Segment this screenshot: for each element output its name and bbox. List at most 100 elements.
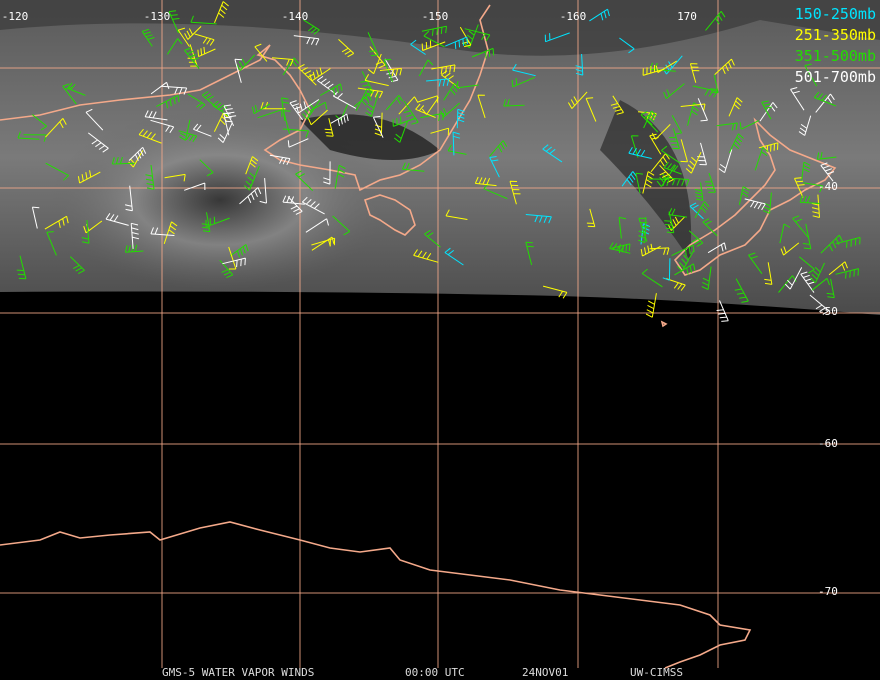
wind-barb (301, 196, 325, 215)
wind-barb (610, 95, 624, 115)
wind-barb (289, 100, 304, 121)
wind-barb (729, 133, 744, 153)
wind-barb (307, 109, 328, 126)
wind-barb (296, 99, 320, 114)
wind-barb (525, 241, 534, 266)
wind-barb (372, 115, 384, 138)
wind-barb (445, 209, 468, 220)
wind-barb (367, 32, 379, 57)
wind-barb (367, 53, 382, 75)
wind-barb (305, 218, 329, 233)
wind-barb (748, 252, 763, 274)
wind-barb (694, 201, 710, 218)
wind-barb (228, 246, 237, 270)
wind-barb (503, 99, 525, 107)
wind-barb (295, 170, 314, 191)
coastline (0, 4, 491, 192)
wind-barb (447, 144, 467, 155)
wind-barb (424, 229, 441, 248)
longitude-label: -130 (144, 10, 171, 23)
wind-barb (144, 110, 168, 121)
wind-barb (311, 237, 336, 247)
wind-barb (402, 162, 425, 172)
wind-barb (630, 135, 639, 158)
wind-barb (758, 142, 779, 153)
wind-barb (464, 28, 491, 42)
wind-barb (156, 94, 180, 109)
wind-barb (663, 161, 682, 175)
wind-barb (184, 47, 200, 69)
wind-barb (764, 262, 773, 285)
wind-barb (431, 64, 456, 75)
wind-barb (811, 194, 820, 218)
wind-barb (685, 151, 702, 174)
legend-entry: 251-350mb (795, 26, 876, 44)
wind-barb (81, 220, 90, 244)
wind-barb (245, 156, 259, 175)
wind-barb (150, 227, 175, 236)
wind-barb (544, 32, 570, 43)
wind-barb (219, 259, 234, 279)
wind-barb (332, 215, 351, 236)
longitude-label: -150 (422, 10, 449, 23)
wind-barb (619, 37, 635, 54)
wind-barb (704, 172, 716, 193)
wind-barb (430, 127, 450, 136)
wind-barb (804, 63, 818, 87)
wind-barb (297, 63, 317, 86)
wind-barb (640, 243, 661, 257)
wind-barb (472, 47, 495, 59)
wind-barb (801, 161, 811, 181)
wind-barb (179, 119, 191, 141)
wind-barb (779, 223, 791, 244)
wind-barb (259, 178, 267, 204)
wind-barb (640, 111, 659, 133)
wind-barb (586, 208, 596, 228)
wind-barb (444, 247, 464, 266)
wind-barb (87, 132, 109, 153)
wind-barb (642, 64, 665, 76)
wind-barb (671, 115, 683, 135)
wind-barb (650, 153, 670, 173)
wind-barb (251, 103, 271, 115)
wind-barb (635, 172, 643, 194)
wind-barb (194, 33, 215, 46)
longitude-label: -160 (560, 10, 587, 23)
wind-barb (105, 213, 129, 226)
wind-barb (293, 35, 320, 46)
wind-barb (243, 165, 260, 191)
wind-barb (666, 278, 686, 291)
wind-barb (31, 114, 48, 131)
wind-barb (739, 120, 760, 130)
wind-barb (638, 217, 649, 242)
wind-barb (714, 58, 735, 75)
wind-barb (128, 146, 147, 161)
wind-barb (190, 15, 217, 25)
wind-barb (379, 68, 402, 77)
wind-barb (69, 256, 85, 275)
wind-barb (816, 152, 837, 160)
wind-barb (792, 215, 809, 238)
wind-barb (254, 43, 268, 62)
wind-barb (456, 108, 465, 129)
wind-barb (45, 162, 69, 181)
wind-barbs (16, 1, 861, 322)
wind-barb (642, 171, 655, 194)
wind-barb (728, 97, 743, 117)
wind-barb (364, 74, 389, 87)
latitude-label: -50 (818, 305, 838, 318)
wind-barb (798, 115, 812, 136)
latitude-label: -60 (818, 437, 838, 450)
wind-barb (763, 192, 772, 214)
footer-title: GMS-5 WATER VAPOR WINDS (162, 666, 314, 679)
wind-barb (802, 223, 812, 250)
wind-barb (423, 30, 445, 48)
wind-barb (656, 164, 677, 187)
wind-barb (163, 221, 178, 245)
wind-barb (271, 57, 294, 67)
wind-barb (799, 256, 815, 274)
wind-barb (677, 250, 695, 272)
wind-barb (161, 85, 188, 95)
wind-barb (85, 108, 104, 131)
